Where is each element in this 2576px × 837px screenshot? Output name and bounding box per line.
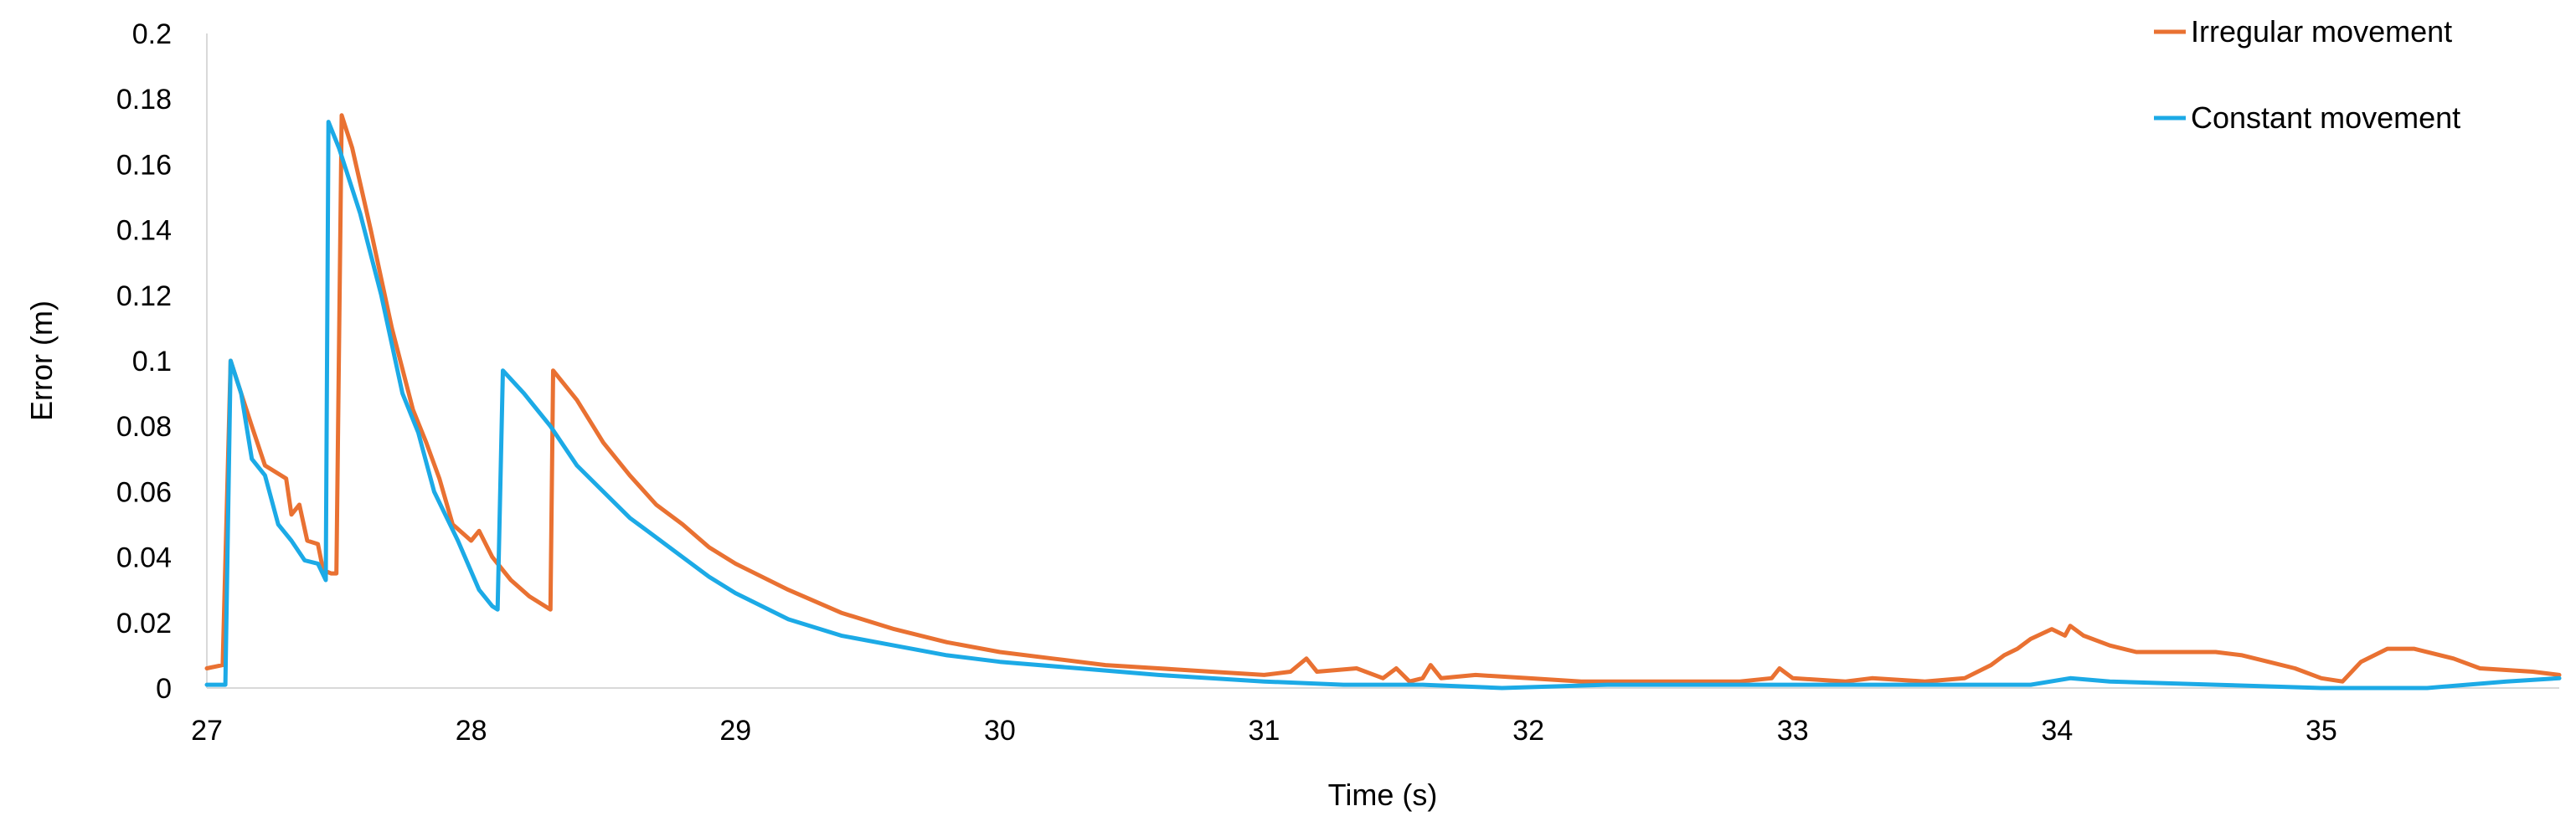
y-tick-label: 0.2 — [132, 18, 172, 50]
y-tick-label: 0.18 — [116, 84, 172, 116]
y-axis-ticks: 0 0.02 0.04 0.06 0.08 0.1 0.12 0.14 0.16 0.18 0.2 — [116, 18, 172, 705]
y-tick-label: 0.1 — [132, 346, 172, 377]
y-tick-label: 0.04 — [116, 542, 172, 574]
y-tick-label: 0.06 — [116, 476, 172, 508]
x-tick-label: 32 — [1512, 715, 1544, 747]
x-axis-ticks: 27 28 29 30 31 32 33 34 35 — [191, 715, 2337, 747]
y-axis-title: Error (m) — [24, 300, 59, 421]
series-line-irregular-movement — [204, 113, 2562, 684]
x-tick-label: 29 — [719, 715, 751, 747]
plot-area: 00.020.040.060.080.10.120.140.160.180.2 … — [116, 18, 2562, 747]
legend-label: Irregular movement — [2191, 14, 2452, 49]
x-axis-title: Time (s) — [1328, 778, 1438, 812]
x-tick-label: 33 — [1777, 715, 1809, 747]
x-tick-label: 34 — [2041, 715, 2073, 747]
y-tick-label: 0.08 — [116, 411, 172, 443]
x-tick-label: 28 — [456, 715, 487, 747]
x-tick-label: 35 — [2306, 715, 2337, 747]
y-tick-label: 0.12 — [116, 280, 172, 312]
y-tick-label: 0.02 — [116, 608, 172, 639]
x-tick-label: 30 — [984, 715, 1016, 747]
y-tick-label: 0 — [156, 673, 172, 705]
series-line-constant-movement — [204, 120, 2562, 691]
series-lines — [204, 113, 2562, 691]
x-tick-label: 31 — [1249, 715, 1280, 747]
x-tick-label: 27 — [191, 715, 223, 747]
legend: Irregular movement Constant movement — [2154, 14, 2460, 135]
y-tick-label: 0.16 — [116, 149, 172, 181]
legend-label: Constant movement — [2191, 100, 2460, 135]
y-tick-label: 0.14 — [116, 215, 172, 247]
